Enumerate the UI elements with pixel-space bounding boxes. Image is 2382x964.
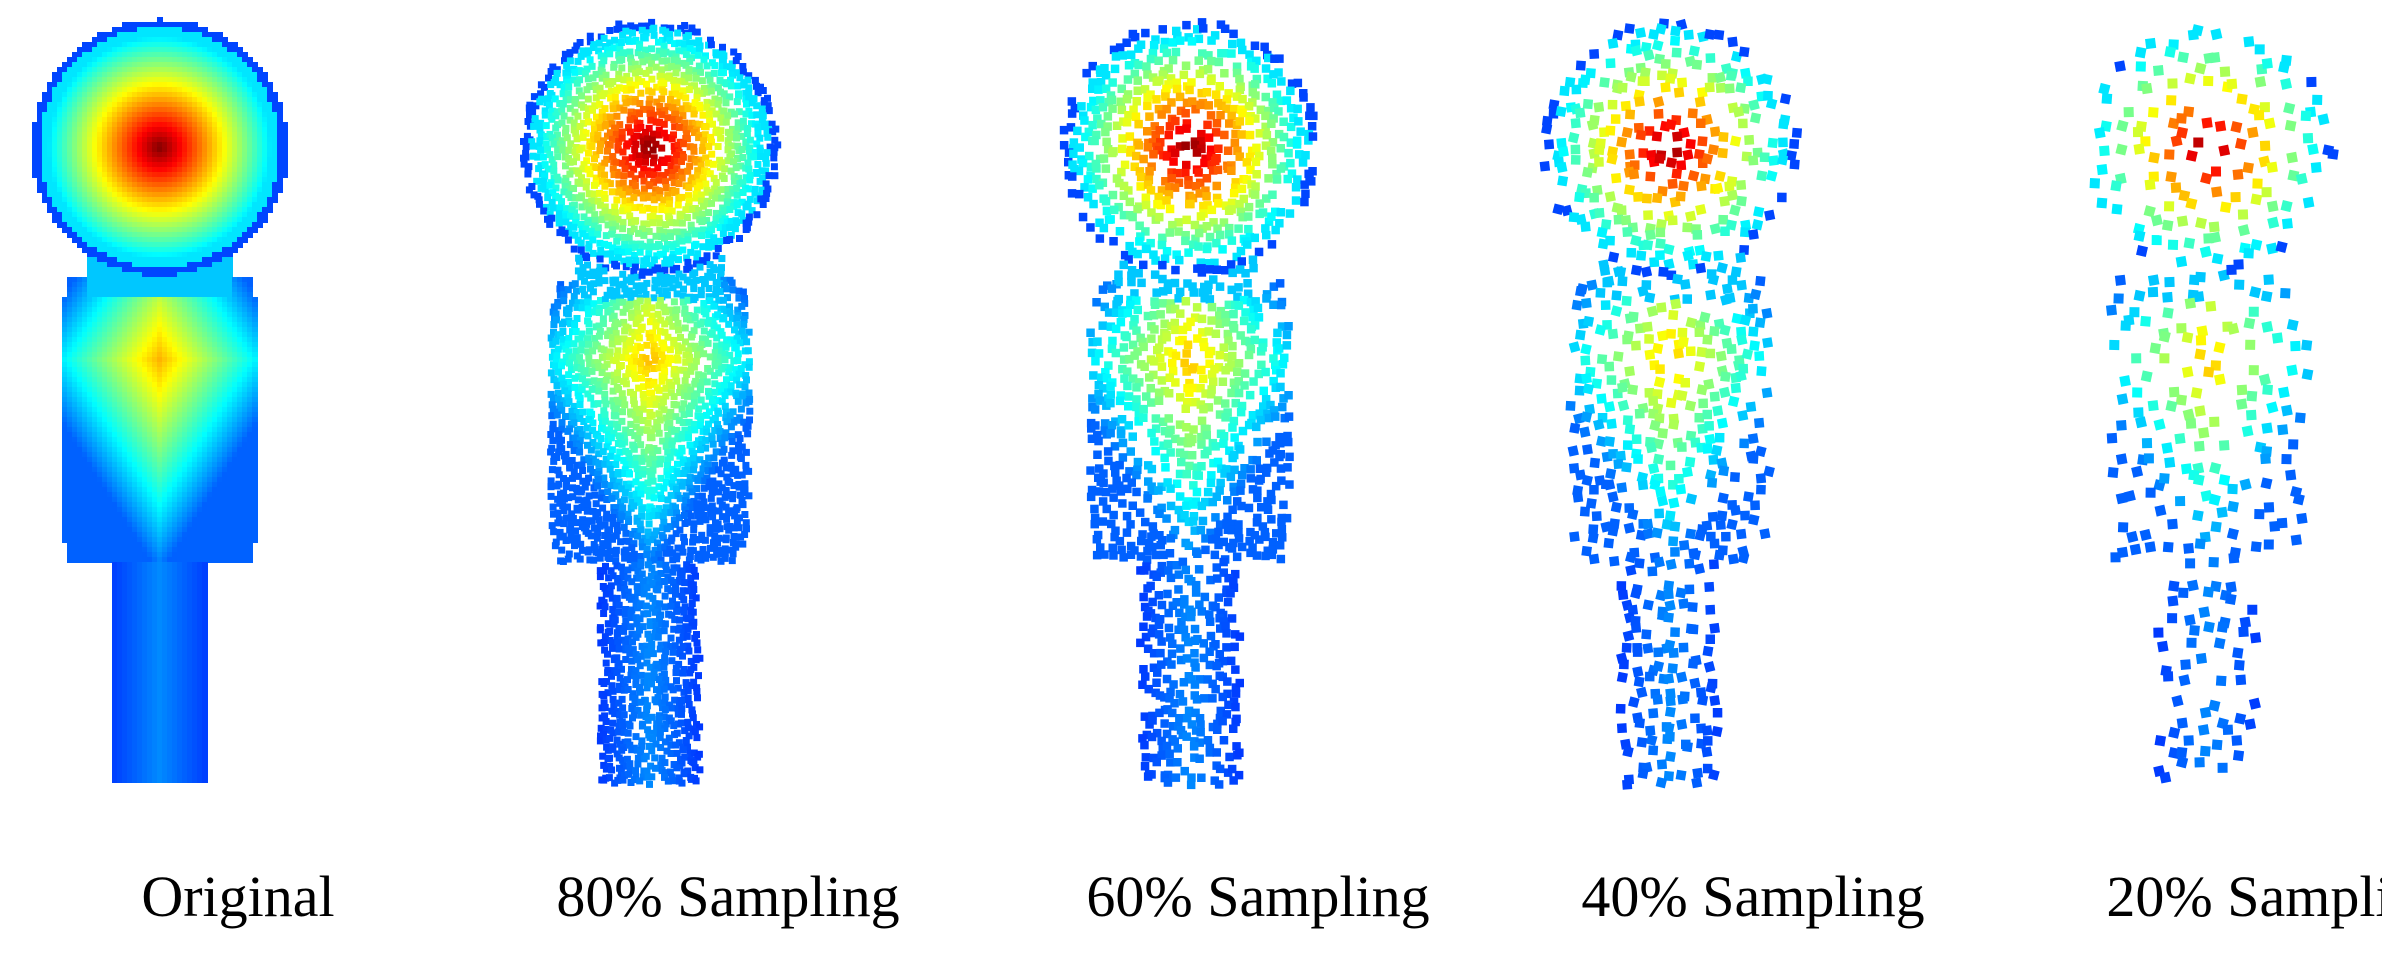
panel-2: 80% Sampling [490,0,966,964]
point-cloud-points [520,18,782,788]
panel-caption: Original [141,864,335,929]
panel-3: 60% Sampling [1020,0,1496,964]
panel-caption: 40% Sampling [1581,864,1925,929]
panel-caption: 60% Sampling [1086,864,1430,929]
point-cloud-points [1539,18,1803,790]
point-cloud-5 [2089,24,2339,784]
panel-4: 40% Sampling [1515,0,1991,964]
panel-caption: 20% Sampling [2106,864,2382,929]
point-cloud-points [32,17,288,783]
point-cloud-3 [1059,18,1318,790]
point-cloud-1 [32,17,288,783]
point-cloud-4 [1539,18,1803,790]
panel-5: 20% Sampling [2040,0,2382,964]
point-cloud-2 [520,18,782,788]
point-cloud-points [2089,24,2339,784]
panel-caption: 80% Sampling [556,864,900,929]
point-cloud-points [1059,18,1318,790]
panel-1: Original [0,0,476,964]
